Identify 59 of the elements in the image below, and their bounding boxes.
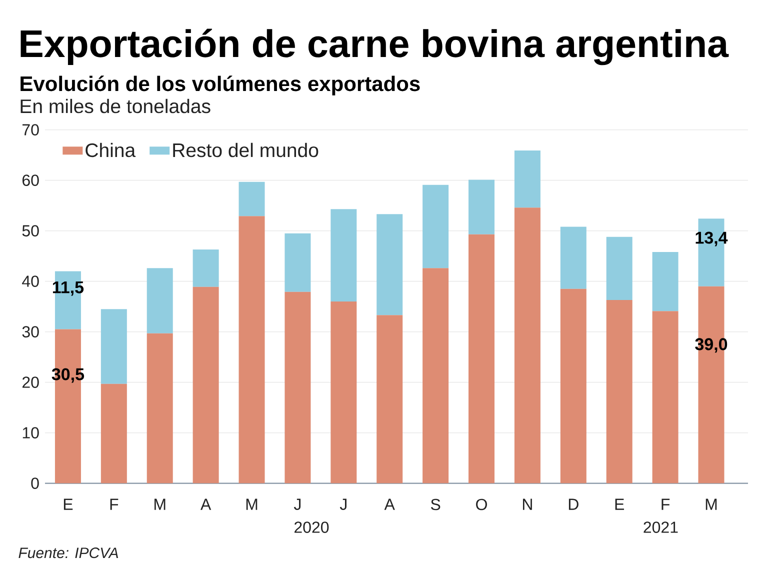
x-tick-label: D xyxy=(568,498,578,510)
bar xyxy=(238,182,265,216)
bar xyxy=(560,288,586,484)
bar xyxy=(146,333,173,484)
x-tick-label: M xyxy=(706,498,717,510)
x-tick-label: J xyxy=(294,498,301,510)
legend-label: Resto del mundo xyxy=(173,142,318,158)
source-note: Fuente: IPCVA xyxy=(18,548,118,558)
y-tick-label: 50 xyxy=(22,225,39,236)
text: 2021 xyxy=(644,522,678,533)
data-label: 11,5 xyxy=(52,281,84,296)
bar xyxy=(514,150,540,208)
bar xyxy=(100,384,127,484)
x-tick-label: M xyxy=(246,498,258,510)
y-tick-label: 60 xyxy=(22,174,39,186)
bar xyxy=(376,315,403,484)
bar xyxy=(192,249,219,287)
bar xyxy=(606,300,632,484)
bar xyxy=(330,302,357,484)
bar xyxy=(376,214,403,316)
bar xyxy=(652,252,678,312)
y-tick-label: 70 xyxy=(22,124,39,136)
text: 2020 xyxy=(294,522,329,533)
x-tick-label: A xyxy=(384,498,395,510)
legend-label: China xyxy=(86,142,136,158)
x-tick-label: E xyxy=(615,498,624,510)
bar xyxy=(560,226,586,289)
bar xyxy=(468,234,495,484)
bar xyxy=(606,236,632,300)
x-tick-label: N xyxy=(522,498,532,510)
data-label: 13,4 xyxy=(696,232,728,246)
chart-title: Exportación de carne bovina argentina xyxy=(20,28,729,66)
bar xyxy=(330,209,357,302)
y-tick-label: 40 xyxy=(22,276,39,287)
bar xyxy=(468,180,495,234)
bar xyxy=(146,268,173,334)
y-tick-label: 0 xyxy=(31,478,39,489)
x-tick-label: O xyxy=(476,498,487,510)
y-tick-label: 30 xyxy=(22,326,39,338)
x-tick-label: M xyxy=(154,498,166,510)
x-tick-label: S xyxy=(430,498,440,510)
x-tick-label: E xyxy=(64,498,73,510)
bar xyxy=(284,292,311,484)
bar xyxy=(284,233,311,292)
bar xyxy=(514,208,540,484)
bar xyxy=(192,286,219,484)
chart-subtitle: Evolución de los volúmenes exportados xyxy=(20,76,420,96)
bar xyxy=(422,268,449,484)
bar xyxy=(652,311,678,484)
bar xyxy=(422,184,449,268)
x-tick-label: F xyxy=(110,498,118,510)
y-axis-title: En miles de toneladas xyxy=(20,98,210,114)
bar xyxy=(100,309,127,384)
x-tick-label: J xyxy=(340,498,346,510)
y-tick-label: 10 xyxy=(22,427,39,438)
y-tick-label: 20 xyxy=(22,376,39,388)
x-tick-label: F xyxy=(662,498,670,510)
x-tick-label: A xyxy=(200,498,212,510)
bar xyxy=(238,216,265,484)
